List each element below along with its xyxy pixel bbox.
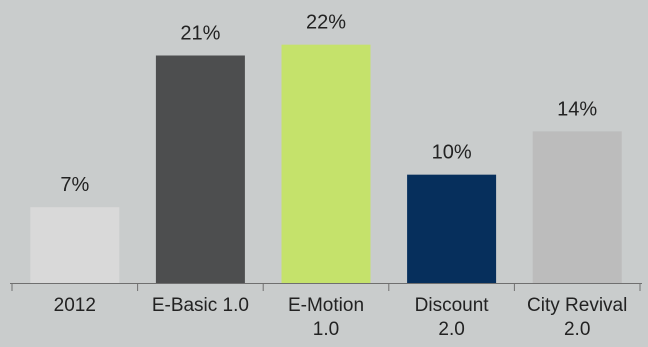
bar-3 — [281, 44, 371, 283]
bar-2 — [155, 55, 245, 283]
x-axis — [10, 283, 642, 291]
data-label-3: 22% — [306, 12, 346, 34]
bar-5 — [532, 131, 622, 283]
data-label-2: 21% — [180, 23, 220, 45]
category-label-1: 2012 — [54, 295, 96, 316]
category-label-2: E-Basic 1.0 — [152, 295, 249, 316]
data-label-1: 7% — [60, 174, 89, 196]
category-label-5: City Revival 2.0 — [527, 295, 627, 340]
bars-group — [30, 44, 622, 283]
bar-1 — [30, 207, 120, 283]
bar-4 — [407, 174, 497, 283]
data-labels-group: 7% 21% 22% 10% 14% — [60, 12, 597, 197]
category-label-4: Discount 2.0 — [415, 295, 490, 340]
category-labels-group: 2012 E-Basic 1.0 E-Motion 1.0 Discount 2.0 Cit… — [54, 295, 628, 340]
data-label-5: 14% — [557, 98, 597, 120]
category-label-3: E-Motion 1.0 — [288, 295, 364, 340]
data-label-4: 10% — [432, 142, 472, 164]
